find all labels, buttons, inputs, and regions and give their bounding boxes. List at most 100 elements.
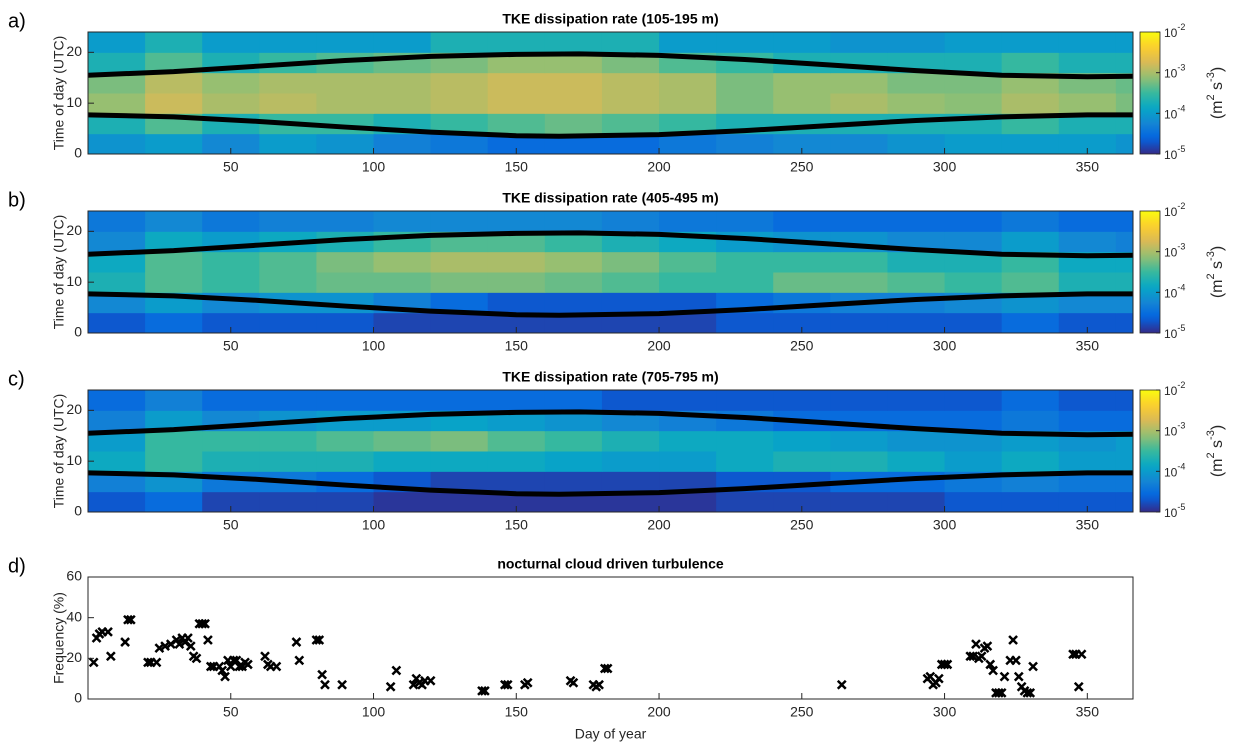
scatter-point (502, 679, 513, 690)
label-superscript: -3 (1205, 430, 1217, 440)
scatter-point (477, 685, 487, 696)
x-tick-label: 300 (933, 704, 957, 720)
heatmap-cell (887, 272, 946, 293)
x-tick-label: 50 (223, 517, 239, 533)
heatmap-cell (202, 93, 260, 114)
heatmap-cell (830, 390, 888, 411)
heatmap-cell (773, 272, 831, 293)
colorbar-tick-label: 10-3 (1164, 421, 1185, 439)
heatmap-cell (1115, 52, 1134, 74)
heatmap-cell (944, 211, 1003, 232)
heatmap-cell (259, 390, 317, 411)
heatmap-cell (887, 72, 946, 94)
scatter-point (568, 677, 579, 688)
heatmap-cell (887, 390, 946, 411)
heatmap-cell (145, 251, 203, 273)
heatmap-cell (259, 491, 317, 513)
heatmap-cell (316, 93, 375, 114)
heatmap-cell (716, 32, 774, 53)
colorbar-tick-label: 10-4 (1164, 283, 1185, 301)
y-tick-label: 60 (66, 568, 82, 584)
scatter-point (125, 614, 136, 625)
heatmap-cell (1058, 491, 1117, 513)
label-superscript: 2 (1205, 452, 1217, 458)
colorbar-tick-label: 10-4 (1164, 104, 1185, 122)
heatmap-cell (773, 72, 831, 94)
scatter-point (311, 635, 322, 645)
scatter-point (939, 659, 950, 670)
y-tick-label: 20 (66, 222, 82, 238)
scatter-point (203, 635, 213, 645)
heatmap-cell (487, 471, 546, 493)
heatmap-cell (88, 231, 146, 253)
heatmap-cell (1058, 133, 1117, 155)
scatter-point (200, 618, 210, 629)
axes-box (87, 210, 1134, 334)
tick-exponent: -4 (1177, 462, 1185, 472)
heatmap-cell (601, 390, 660, 411)
heatmap-cell (430, 133, 489, 155)
heatmap-cell (487, 133, 546, 155)
heatmap-cell (544, 491, 603, 513)
heatmap-cell (1001, 272, 1060, 293)
heatmap-cell (487, 52, 546, 74)
tick-exponent: -5 (1177, 144, 1185, 154)
heatmap-cell (659, 211, 717, 232)
boundary-line (87, 470, 1133, 497)
heatmap-cell (259, 430, 317, 452)
scatter-point (993, 688, 1004, 698)
heatmap-cell (944, 231, 1003, 253)
y-tick-label: 0 (74, 145, 82, 161)
heatmap-cell (830, 133, 888, 155)
heatmap-cell (430, 72, 489, 94)
chart-title: TKE dissipation rate (105-195 m) (502, 11, 718, 27)
scatter-point (151, 657, 162, 668)
scatter-point (1008, 635, 1018, 645)
heatmap-cell (773, 133, 831, 155)
colorbar-tick-label: 10-2 (1164, 22, 1185, 40)
heatmap-cell (430, 272, 489, 293)
heatmap-cell (145, 312, 203, 334)
heatmap-cell (373, 32, 432, 53)
heatmap-cell (259, 72, 317, 94)
heatmap-cell (373, 430, 432, 452)
scatter-point (965, 651, 976, 662)
heatmap-cell (716, 211, 774, 232)
x-tick-label: 200 (647, 517, 671, 533)
tick-base: 10 (1164, 148, 1178, 162)
heatmap-cell (88, 430, 146, 452)
scatter-point (836, 679, 847, 690)
heatmap-cell (430, 93, 489, 114)
heatmap-cell (1115, 93, 1134, 114)
tick-exponent: -5 (1177, 323, 1185, 333)
boundary-line (87, 291, 1133, 318)
x-tick-label: 100 (362, 159, 386, 175)
heatmap-cell (430, 32, 489, 53)
chart-title: nocturnal cloud driven turbulence (497, 556, 724, 572)
heatmap-cell (145, 133, 203, 155)
scatter-point (337, 679, 347, 690)
scatter-point (1025, 688, 1036, 698)
scatter-point (1068, 649, 1078, 660)
heatmap-cell (659, 72, 717, 94)
heatmap-cell (430, 471, 489, 493)
x-tick-label: 100 (362, 704, 386, 720)
heatmap-cell (202, 491, 260, 513)
x-tick-label: 250 (790, 159, 814, 175)
heatmap-cell (830, 272, 888, 293)
heatmap-cell (830, 430, 888, 452)
heatmap-cell (659, 312, 717, 334)
x-tick-label: 50 (223, 159, 239, 175)
heatmap-cell (1001, 52, 1060, 74)
heatmap-cell (1001, 410, 1060, 432)
label-text: (m (1209, 459, 1226, 478)
scatter-point (971, 639, 981, 649)
colorbar-label: (m2 s-3) (1205, 246, 1226, 298)
heatmap-cell (1058, 312, 1117, 334)
heatmap-cell (487, 312, 546, 334)
heatmap-cell (373, 272, 432, 293)
boundary-line (87, 409, 1134, 438)
heatmap-cell (1058, 211, 1117, 232)
heatmap-cell (259, 211, 317, 232)
heatmap-cell (88, 312, 146, 334)
